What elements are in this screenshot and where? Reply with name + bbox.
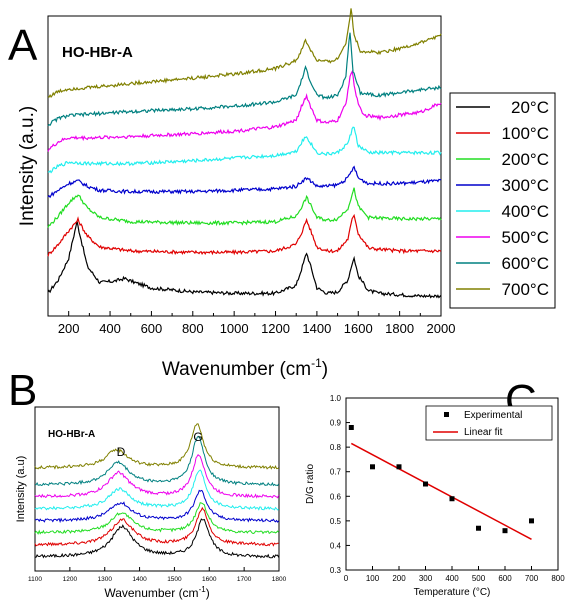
panel-c-x-tick-label: 800 (551, 574, 565, 583)
panel-a-legend-label: 600°C (502, 254, 549, 273)
panel-c-marks (348, 424, 534, 540)
panel-a-legend-label: 200°C (502, 150, 549, 169)
panel-b-y-label: Intensity (a.u) (15, 456, 27, 523)
panel-b-series-group (34, 423, 280, 559)
panel-c-axes: 0 100 200 300 400 500 600 700 800 0.3 0.4 0.5 0.6 0.7… (330, 394, 565, 583)
panel-c-y-tick-label: 0.8 (330, 443, 342, 452)
panel-a-legend-label: 700°C (502, 280, 549, 299)
panel-a-x-tick-label: 1600 (344, 321, 373, 336)
panel-b-x-tick-label: 1400 (132, 576, 147, 583)
panel-b-x-tick-label: 1100 (28, 576, 42, 583)
panel-b-series-line (34, 518, 280, 559)
panel-a-plot-frame (47, 15, 442, 317)
panel-b-series-line (34, 506, 279, 547)
panel-c-data-point (529, 518, 534, 524)
panel-c-y-tick-label: 1.0 (330, 394, 342, 403)
panel-c-data-point (449, 496, 455, 502)
panel-c-x-tick-label: 500 (472, 574, 486, 583)
panel-a-x-tick-label: 800 (182, 321, 204, 336)
panel-c-legend-label: Experimental (464, 410, 522, 421)
panel-a-legend-label: 100°C (502, 124, 549, 143)
panel-c: 0 100 200 300 400 500 600 700 800 0.3 0.4 0.5 0.6 0.7… (305, 394, 565, 598)
panel-c-data-point (370, 464, 375, 470)
panel-c-x-tick-label: 400 (445, 574, 459, 583)
panel-c-y-tick-label: 0.9 (330, 419, 342, 428)
panel-c-x-tick-label: 700 (525, 574, 539, 583)
panel-c-data-point (423, 481, 428, 487)
panel-letter-a: A (8, 21, 38, 70)
panel-a-series-line (47, 165, 442, 199)
panel-a-series-line (47, 220, 442, 299)
panel-c-y-label: D/G ratio (305, 464, 316, 504)
panel-a-x-tick-label: 1000 (220, 321, 249, 336)
panel-a-legend (449, 92, 556, 309)
panel-a-series-line (47, 213, 442, 257)
panel-b-title: HO-HBr-A (48, 429, 95, 440)
panel-a: 200 400 600 800 1000 1200 1400 1600 1800 2000 HO-… (17, 8, 556, 380)
panel-b: 1100 1200 1300 1400 1500 1600 1700 1800 HO-HBr-… (15, 406, 287, 600)
panel-a-x-label: Wavenumber (cm-1) (162, 356, 328, 380)
panel-c-y-tick-label: 0.3 (330, 566, 342, 575)
panel-c-data-point (476, 525, 481, 531)
panel-c-legend-marker (444, 412, 449, 417)
panel-b-series-line (34, 469, 279, 511)
panel-c-data-point (502, 528, 508, 534)
panel-c-data-point (348, 424, 354, 430)
panel-a-legend-label: 20°C (511, 98, 549, 117)
panel-c-data-point (396, 464, 402, 470)
panel-a-x-tick-label: 1200 (261, 321, 290, 336)
panel-b-x-tick-label: 1700 (237, 576, 252, 583)
panel-b-annotation-g: G (193, 430, 202, 444)
panel-a-x-tick-label: 1800 (385, 321, 414, 336)
panel-a-legend-entries: 20°C 100°C 200°C 300°C 400°C 500°C 600°C 700°C (456, 98, 549, 299)
panel-c-y-tick-label: 0.6 (330, 492, 342, 501)
panel-c-legend-label: Linear fit (464, 427, 503, 438)
panel-c-fit-line (350, 442, 532, 540)
panel-b-x-tick-label: 1200 (63, 576, 78, 583)
panel-b-x-axis: 1100 1200 1300 1400 1500 1600 1700 1800 (28, 567, 287, 583)
panel-a-series-group (47, 8, 442, 299)
panel-b-series-line (35, 435, 280, 487)
panel-b-series-line (34, 502, 280, 535)
panel-c-x-tick-label: 100 (366, 574, 380, 583)
panel-c-x-tick-label: 600 (498, 574, 512, 583)
panel-b-x-tick-label: 1300 (97, 576, 112, 583)
panel-a-x-tick-label: 600 (141, 321, 163, 336)
panel-a-x-tick-label: 2000 (427, 321, 456, 336)
panel-b-x-label: Wavenumber (cm-1) (104, 585, 209, 600)
panel-a-series-line (47, 32, 442, 127)
panel-b-series-line (34, 489, 280, 524)
panel-b-plot-frame (34, 406, 280, 572)
panel-b-x-tick-label: 1500 (167, 576, 182, 583)
panel-b-x-tick-label: 1600 (202, 576, 217, 583)
panel-a-series-line (47, 69, 442, 152)
panel-a-series-line (47, 187, 442, 228)
panel-c-x-tick-label: 0 (344, 574, 349, 583)
panel-c-y-tick-label: 0.7 (330, 468, 342, 477)
panel-a-x-axis: 200 400 600 800 1000 1200 1400 1600 1800 2000 (47, 311, 456, 336)
panel-a-x-tick-label: 1400 (302, 321, 331, 336)
panel-c-x-tick-label: 300 (419, 574, 433, 583)
panel-a-y-label: Intensity (a.u.) (17, 106, 38, 226)
panel-a-legend-label: 300°C (502, 176, 549, 195)
panel-a-legend-label: 400°C (502, 202, 549, 221)
panel-c-y-tick-label: 0.4 (330, 541, 342, 550)
panel-b-series-line (34, 454, 280, 499)
panel-letter-b: B (8, 366, 37, 415)
panel-b-series-line (34, 423, 279, 470)
panel-b-annotation-d: D (117, 445, 126, 459)
panel-a-title: HO-HBr-A (62, 44, 133, 61)
panel-c-x-tick-label: 200 (392, 574, 406, 583)
panel-c-x-label: Temperature (°C) (414, 587, 491, 598)
panel-c-y-tick-label: 0.5 (330, 517, 342, 526)
panel-a-legend-label: 500°C (502, 228, 549, 247)
panel-c-legend (425, 405, 553, 441)
panel-c-legend-entries: Experimental Linear fit (433, 410, 522, 438)
panel-b-x-tick-label: 1800 (272, 576, 287, 583)
panel-a-x-tick-label: 400 (99, 321, 121, 336)
panel-a-x-tick-label: 200 (58, 321, 80, 336)
panel-a-series-line (47, 126, 442, 174)
panel-a-series-line (47, 8, 442, 98)
